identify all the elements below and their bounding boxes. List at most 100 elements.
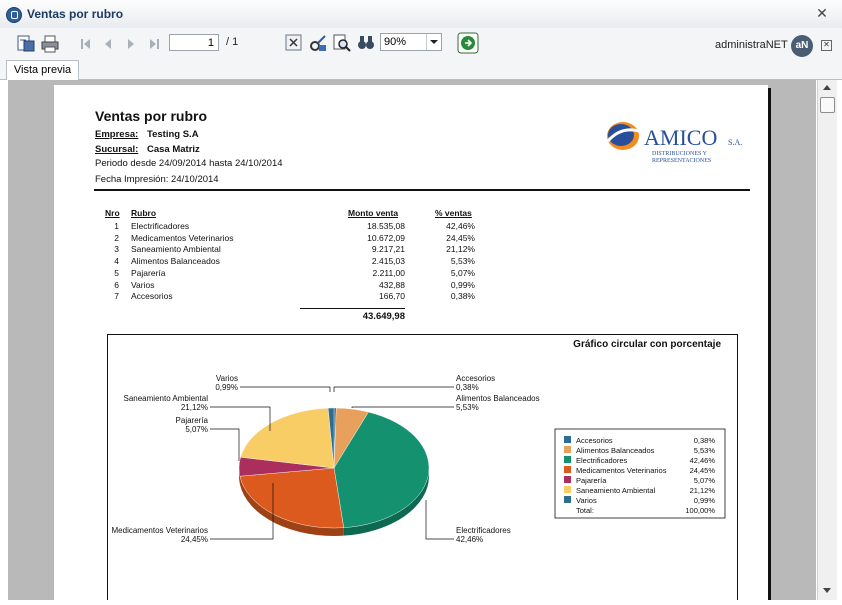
fecha-impresion: Fecha Impresión: 24/10/2014 — [95, 174, 219, 185]
legend-value: 24,45% — [690, 466, 716, 475]
tab-strip — [0, 60, 842, 80]
sucursal-label: Sucursal: — [95, 144, 139, 155]
app-icon — [6, 7, 22, 23]
callout-line-2 — [425, 500, 454, 540]
close-preview-icon[interactable] — [285, 34, 303, 52]
col-rubro: Rubro — [131, 208, 157, 218]
cell-rubro: Varios — [131, 279, 155, 290]
scroll-down-icon[interactable] — [818, 584, 837, 598]
cell-nro: 5 — [114, 267, 119, 278]
legend-total-value: 100,00% — [685, 506, 715, 515]
close-icon[interactable]: ✕ — [821, 40, 832, 51]
pie-chart: Gráfico circular con porcentaje Accesorio… — [112, 339, 726, 544]
scroll-thumb[interactable] — [820, 97, 835, 113]
logo-line1: DISTRIBUCIONES Y — [652, 151, 708, 157]
preview-area[interactable]: Ventas por rubro Empresa: Testing S.A Su… — [8, 80, 816, 600]
pie-slice-5 — [240, 407, 335, 469]
legend-value: 5,53% — [694, 446, 716, 455]
vertical-scrollbar[interactable] — [817, 80, 837, 600]
callout-percent: 24,45% — [181, 535, 208, 544]
cell-monto: 18.535,08 — [367, 221, 405, 231]
cell-pct: 0,38% — [450, 291, 475, 302]
pie-slice-3 — [239, 467, 344, 529]
total-divider — [300, 308, 405, 309]
legend-value: 21,12% — [690, 486, 716, 495]
legend-swatch-0 — [564, 436, 571, 443]
callout-name: Accesorios — [456, 374, 495, 383]
callout-line-3 — [210, 483, 274, 540]
legend-value: 42,46% — [690, 456, 716, 465]
window-title: Ventas por rubro — [27, 7, 124, 21]
pie-side-3 — [239, 476, 344, 536]
report-page: Ventas por rubro Empresa: Testing S.A Su… — [54, 85, 768, 600]
pie-slice-2 — [333, 411, 430, 528]
col-monto: Monto venta — [348, 208, 399, 218]
title-bar: Ventas por rubro ✕ — [0, 0, 842, 29]
legend-name: Medicamentos Veterinarios — [576, 466, 667, 475]
last-page-icon[interactable] — [148, 38, 160, 50]
page-number-input[interactable]: 1 — [169, 34, 219, 51]
callout-name: Medicamentos Veterinarios — [112, 526, 209, 535]
legend-total-label: Total: — [576, 506, 594, 515]
legend-box — [554, 428, 726, 519]
legend-swatch-6 — [564, 496, 571, 503]
legend-name: Accesorios — [576, 436, 613, 445]
legend-swatch-5 — [564, 486, 571, 493]
callout-line-0 — [333, 386, 454, 392]
exit-icon[interactable] — [457, 32, 479, 54]
chart-title: Gráfico circular con porcentaje — [573, 339, 721, 350]
legend-swatch-2 — [564, 456, 571, 463]
total-value: 43.649,98 — [362, 311, 405, 322]
callout-percent: 0,38% — [456, 383, 479, 392]
cell-monto: 2.211,00 — [372, 267, 405, 278]
pie-side-4 — [239, 468, 240, 485]
callout-name: Electrificadores — [456, 526, 511, 535]
export-icon[interactable] — [16, 34, 36, 54]
chevron-down-icon[interactable] — [426, 34, 441, 50]
periodo-text: Periodo desde 24/09/2014 hasta 24/10/201… — [95, 158, 283, 169]
cell-nro: 6 — [114, 279, 119, 290]
zoom-page-icon[interactable] — [332, 33, 352, 53]
cell-pct: 42,46% — [446, 221, 475, 231]
next-page-icon[interactable] — [125, 38, 137, 50]
callout-line-5 — [210, 406, 271, 431]
cell-rubro: Accesorios — [131, 291, 173, 302]
callout-line-6 — [240, 386, 331, 392]
cell-rubro: Alimentos Balanceados — [131, 256, 220, 267]
print-icon[interactable] — [40, 34, 60, 54]
cell-rubro: Pajarería — [131, 267, 166, 278]
legend-value: 0,38% — [694, 436, 716, 445]
callout-line-4 — [210, 428, 240, 461]
cell-rubro: Electrificadores — [131, 221, 190, 231]
legend-name: Varios — [576, 496, 597, 505]
cell-monto: 9.217,21 — [371, 244, 405, 255]
chart-frame: Gráfico circular con porcentaje Accesorio… — [107, 334, 738, 600]
cell-nro: 1 — [114, 221, 119, 231]
callout-percent: 0,99% — [215, 383, 238, 392]
sucursal-value: Casa Matriz — [147, 144, 200, 155]
pie-slice-6 — [327, 407, 335, 469]
cell-pct: 24,45% — [446, 232, 475, 243]
callout-name: Alimentos Balanceados — [456, 394, 540, 403]
first-page-icon[interactable] — [80, 38, 92, 50]
legend-value: 5,07% — [694, 476, 716, 485]
logo-line2: REPRESENTACIONES — [652, 158, 711, 164]
tab-vista-previa[interactable]: Vista previa — [6, 60, 79, 80]
window-close-button[interactable]: ✕ — [816, 5, 828, 21]
cell-nro: 2 — [114, 232, 119, 243]
zoom-value: 90% — [384, 36, 407, 48]
find-binoculars-icon[interactable] — [356, 33, 376, 53]
previous-page-icon[interactable] — [102, 38, 114, 50]
zoom-select[interactable]: 90% — [380, 33, 442, 51]
header-divider — [94, 189, 750, 191]
brand-logo: aN — [791, 35, 813, 57]
scroll-up-icon[interactable] — [818, 80, 837, 94]
callout-name: Saneamiento Ambiental — [124, 394, 209, 403]
empresa-label: Empresa: — [95, 129, 139, 140]
callout-percent: 5,53% — [456, 403, 479, 412]
legend-swatch-3 — [564, 466, 571, 473]
legend-swatch-1 — [564, 446, 571, 453]
cell-nro: 4 — [114, 256, 119, 267]
cell-pct: 5,53% — [450, 256, 475, 267]
page-setup-icon[interactable] — [308, 33, 328, 53]
